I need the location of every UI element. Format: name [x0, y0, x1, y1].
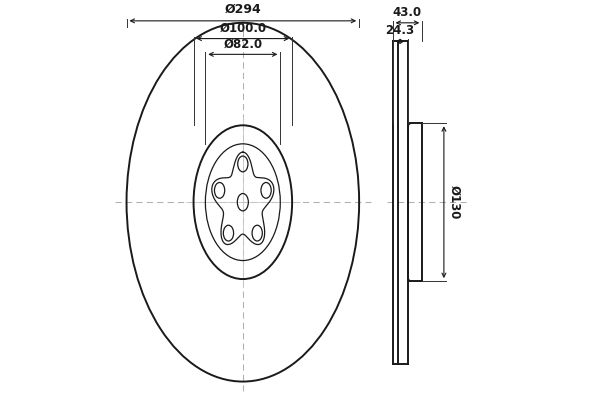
Text: Ø100.0: Ø100.0: [219, 22, 266, 35]
Text: Ø294: Ø294: [224, 3, 261, 16]
Text: 24.3: 24.3: [386, 24, 415, 37]
Text: Ø130: Ø130: [448, 185, 461, 219]
Text: Ø82.0: Ø82.0: [223, 38, 262, 50]
Text: 43.0: 43.0: [393, 6, 422, 19]
